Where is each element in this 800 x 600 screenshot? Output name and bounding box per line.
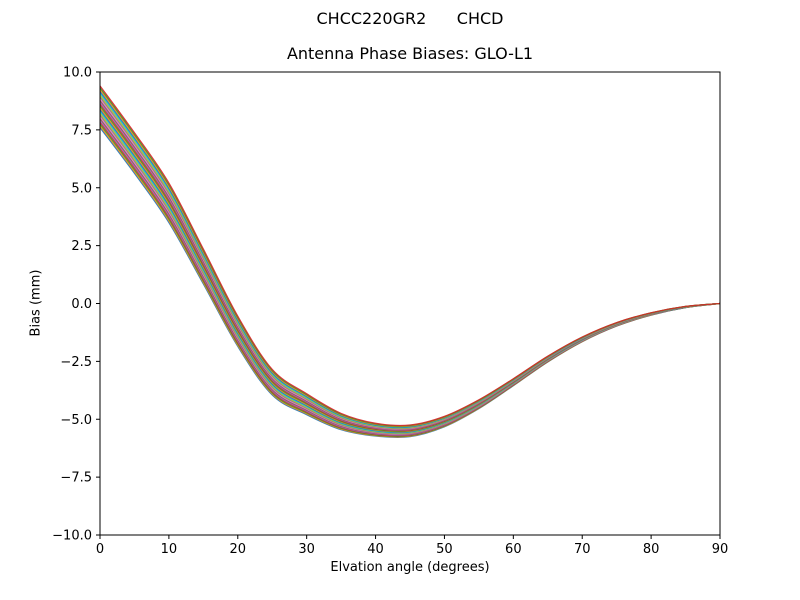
chart-title: CHCC220GR2 CHCD: [316, 9, 504, 28]
y-tick-label: 5.0: [71, 181, 92, 196]
y-tick-label: −7.5: [60, 471, 92, 486]
y-tick-label: −10.0: [52, 529, 92, 544]
y-tick-label: 7.5: [71, 123, 92, 138]
series-line: [99, 114, 721, 435]
y-axis-label: Bias (mm): [28, 269, 44, 337]
x-tick-label: 90: [712, 542, 729, 557]
series-line: [99, 85, 721, 427]
series-line: [99, 118, 721, 436]
x-tick-label: 80: [643, 542, 660, 557]
series-line: [99, 110, 721, 434]
x-axis-label: Elvation angle (degrees): [330, 560, 490, 575]
y-tick-label: 2.5: [71, 239, 92, 254]
x-tick-label: 60: [505, 542, 522, 557]
x-tick-label: 20: [230, 542, 247, 557]
chart-subtitle: Antenna Phase Biases: GLO-L1: [286, 44, 534, 63]
x-tick-label: 50: [436, 542, 453, 557]
axes-spines: [99, 71, 721, 536]
series-line: [99, 107, 721, 433]
series-line: [99, 119, 721, 436]
y-tick-label: 0.0: [71, 297, 92, 312]
series-line: [99, 105, 721, 432]
x-tick-label: 10: [161, 542, 178, 557]
y-tick-label: 10.0: [63, 66, 92, 81]
series-line: [99, 123, 721, 438]
y-tick-label: −2.5: [60, 355, 92, 370]
x-tick-label: 70: [574, 542, 591, 557]
x-tick-label: 0: [96, 542, 104, 557]
series-line: [99, 112, 721, 434]
x-tick-label: 30: [298, 542, 315, 557]
series-line: [99, 109, 721, 433]
y-tick-label: −5.0: [60, 413, 92, 428]
series-line: [99, 125, 721, 438]
series-line: [99, 103, 721, 432]
series-line: [99, 127, 721, 439]
x-tick-label: 40: [367, 542, 384, 557]
series-line: [99, 116, 721, 435]
series-line: [99, 121, 721, 437]
